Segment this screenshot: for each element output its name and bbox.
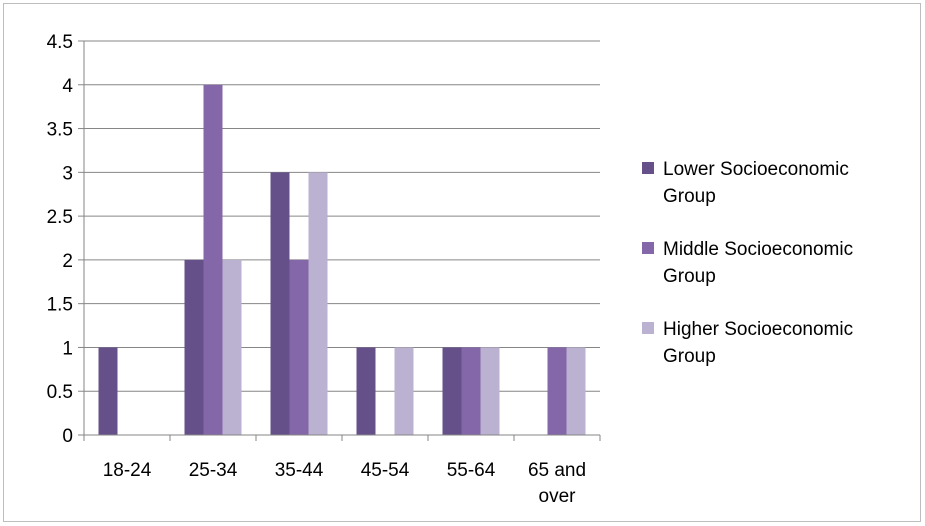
x-tick-label: 18-24 [103,460,152,481]
bars [98,84,586,436]
bar [98,347,118,435]
x-tick-label: 55-64 [447,460,496,481]
x-tick-label: 45-54 [361,460,410,481]
bar [222,259,242,435]
x-tick-label: 35-44 [275,460,324,481]
y-axis-tick-labels: 0 0.5 1 1.5 2 2.5 3 3.5 4 4.5 [47,32,74,447]
x-tick-label: 65 and [528,460,586,481]
bar [270,172,290,436]
y-tick-label: 1 [62,338,73,359]
bar [547,347,567,435]
bar [461,347,481,435]
bar [308,172,328,436]
legend: Lower Socioeconomic Group Middle Socioecon… [642,159,853,367]
x-tick-label: over [539,486,577,507]
legend-label: Group [663,266,716,287]
legend-label: Group [663,346,716,367]
x-axis-tick-labels: 18-24 25-34 35-44 45-54 55-64 65 and over [103,460,586,507]
y-tick-label: 3 [62,163,73,184]
y-tick-label: 2 [62,251,73,272]
bar [394,347,414,435]
bar [203,84,223,436]
bar [289,259,309,435]
y-tick-label: 4.5 [47,32,73,53]
legend-label: Higher Socioeconomic [663,319,853,340]
legend-label: Group [663,186,716,207]
legend-swatch [642,322,654,334]
bar [184,259,204,435]
legend-swatch [642,242,654,254]
bar [566,347,586,435]
chart-border [3,3,921,522]
axes [78,40,601,441]
y-tick-label: 0.5 [47,382,73,403]
x-tick-label: 25-34 [189,460,238,481]
bar [356,347,376,435]
bar [480,347,500,435]
legend-label: Lower Socioeconomic [663,159,849,180]
legend-label: Middle Socioeconomic [663,239,853,260]
y-tick-label: 4 [62,76,73,97]
y-tick-label: 2.5 [47,207,73,228]
bar [442,347,462,435]
y-tick-label: 0 [62,426,73,447]
gridlines [84,40,600,392]
y-tick-label: 1.5 [47,295,73,316]
legend-swatch [642,162,654,174]
y-tick-label: 3.5 [47,120,73,141]
